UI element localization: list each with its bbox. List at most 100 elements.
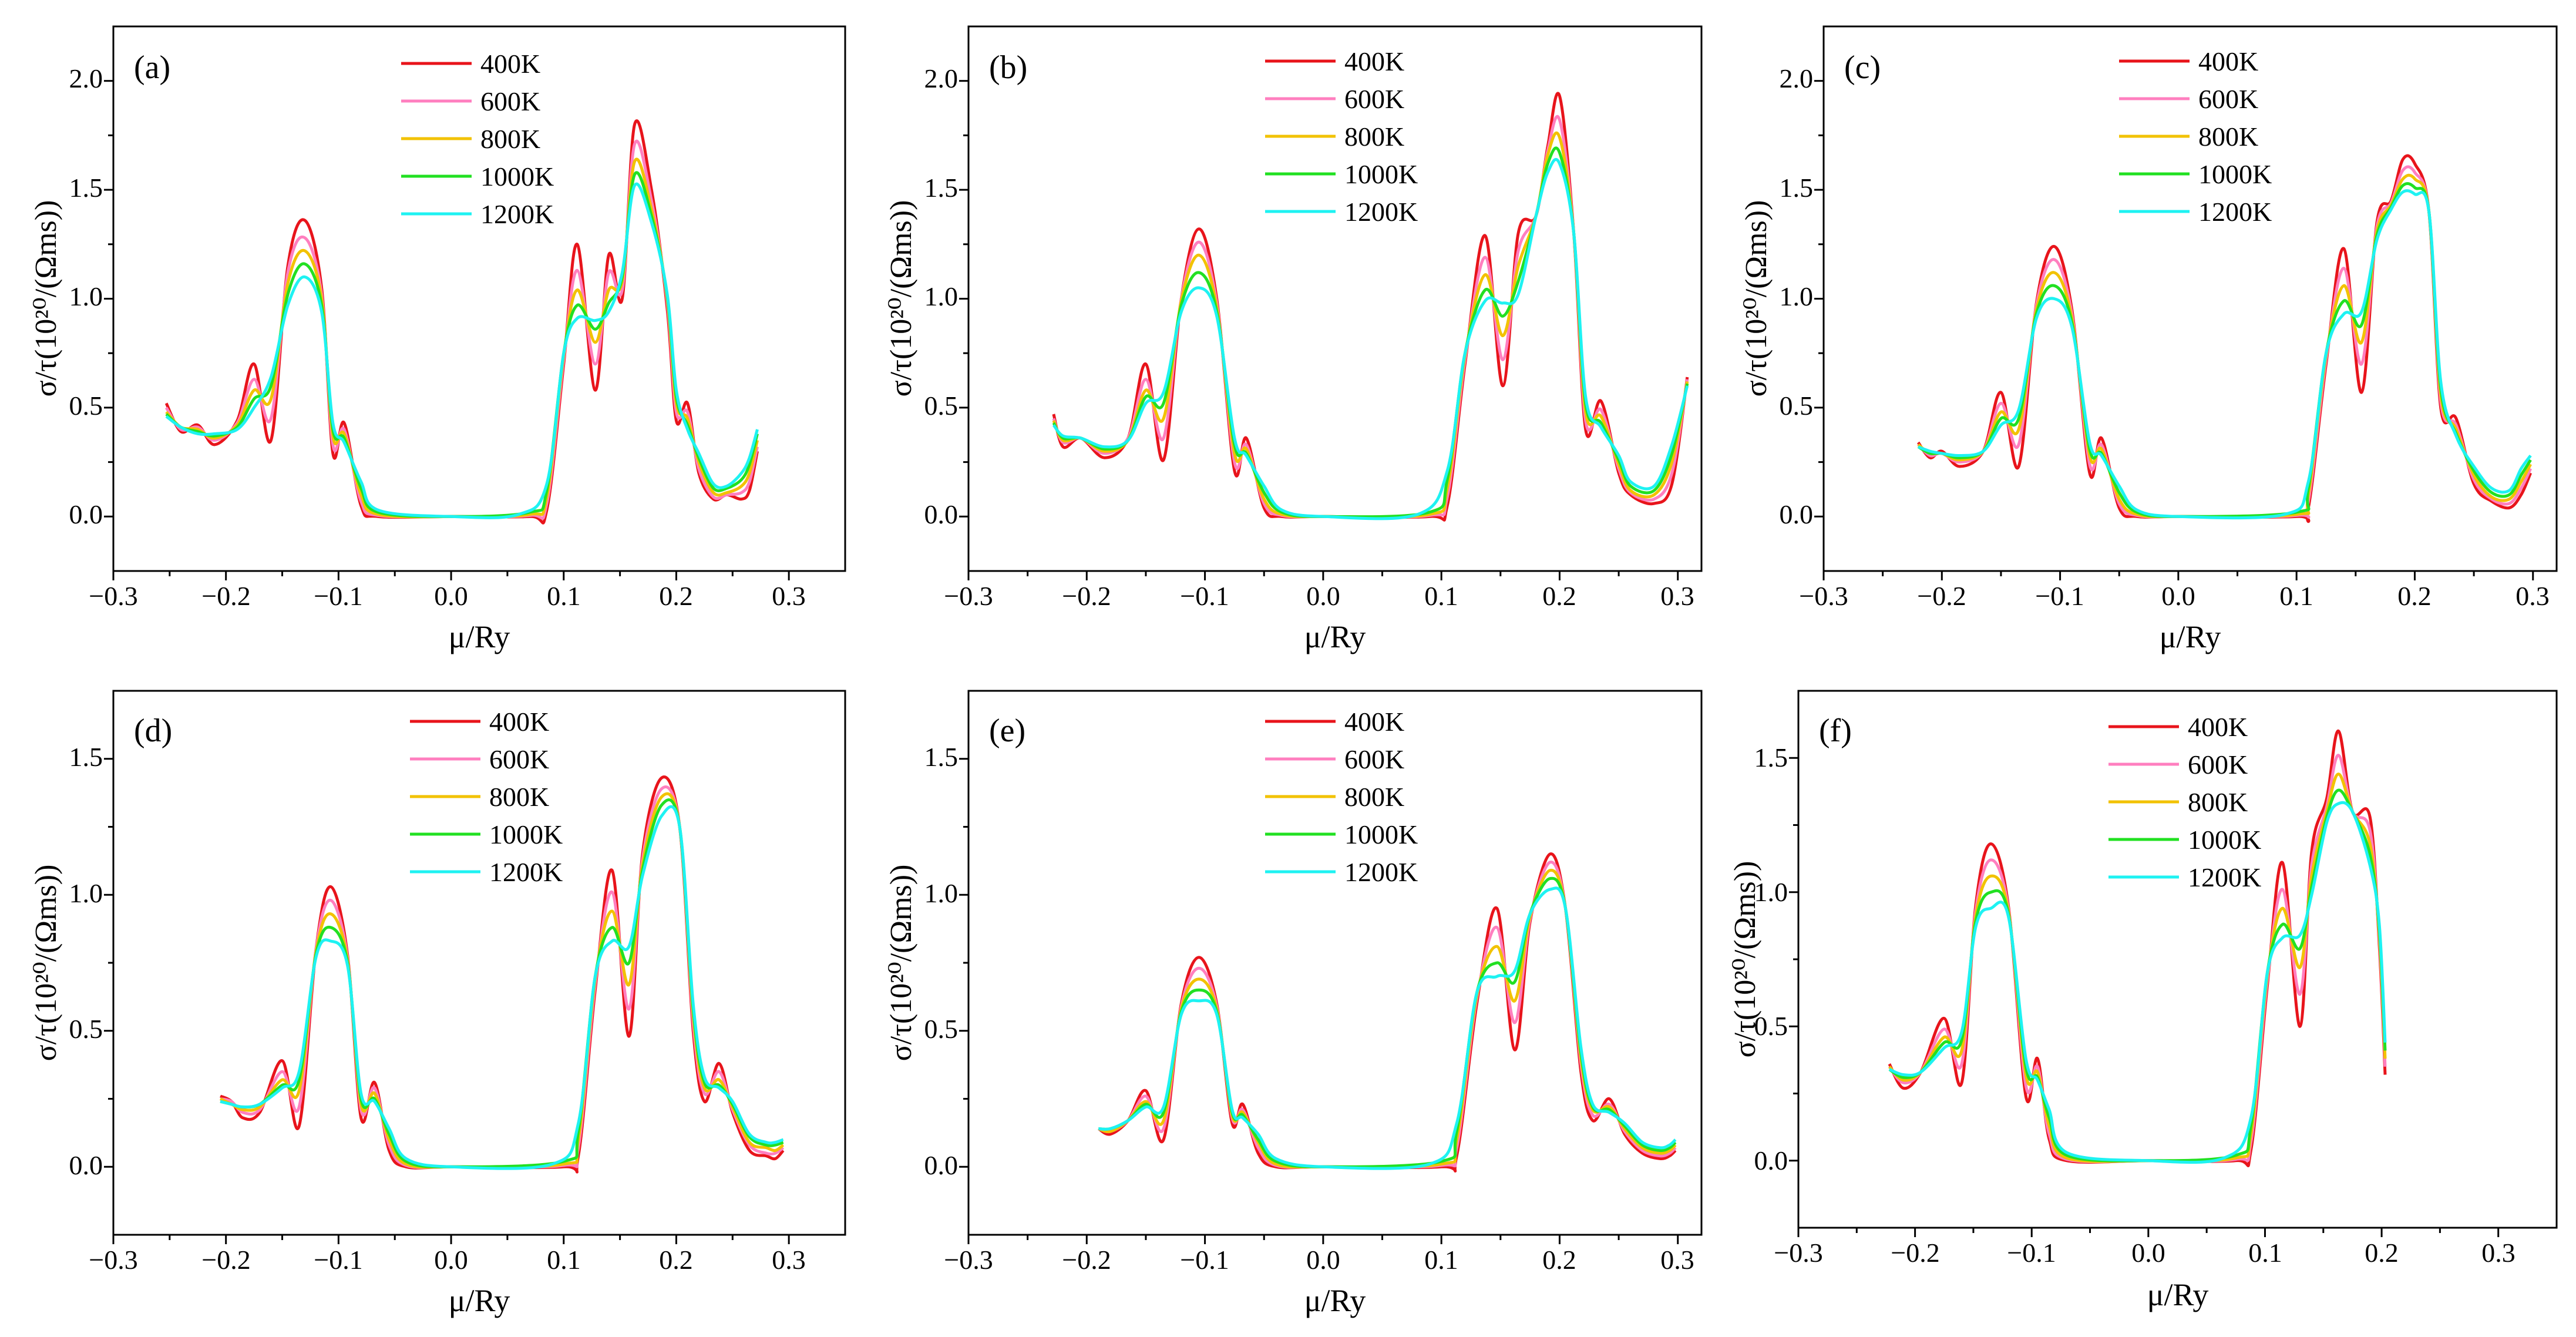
- legend-label: 600K: [1344, 84, 1404, 114]
- y-tick-label: 2.0: [924, 63, 959, 93]
- legend-label: 400K: [1344, 46, 1404, 76]
- y-tick-label: 0.0: [69, 499, 103, 529]
- curves: [1098, 852, 1677, 1173]
- panel-label: (d): [134, 713, 172, 749]
- legend-label: 1200K: [2198, 197, 2272, 227]
- curves: [220, 775, 785, 1174]
- y-tick-labels: 0.0 0.5 1.0 1.5: [924, 742, 959, 1180]
- x-tick-label: −0.3: [1799, 581, 1848, 611]
- x-tick-label: −0.2: [1917, 581, 1966, 611]
- y-tick-label: 0.5: [924, 1014, 959, 1044]
- y-axis-label: σ/τ(10²⁰/(Ωms)): [29, 865, 63, 1061]
- x-tick-label: 0.1: [1424, 581, 1458, 611]
- y-tick-label: 2.0: [1780, 63, 1814, 93]
- y-tick-labels: 0.0 0.5 1.0 1.5 2.0: [1780, 63, 1814, 529]
- x-tick-label: −0.3: [1774, 1238, 1822, 1268]
- panel-c: −0.3 −0.2 −0.1 0.0 0.1 0.2 0.3 0.0 0.5 1…: [1740, 25, 2558, 654]
- legend-label: 400K: [2188, 712, 2248, 742]
- y-tick-label: 1.5: [1780, 173, 1814, 203]
- y-tick-label: 0.5: [1780, 391, 1814, 421]
- y-tick-label: 0.0: [1780, 499, 1814, 529]
- y-tick-label: 0.0: [924, 1150, 959, 1180]
- legend: 400K 600K 800K 1000K 1200K: [1265, 707, 1418, 887]
- legend-label: 1200K: [1344, 197, 1418, 227]
- x-tick-label: 0.3: [772, 581, 806, 611]
- x-tick-label: 0.3: [1660, 1245, 1694, 1275]
- panel-label: (e): [989, 713, 1025, 749]
- x-tick-label: 0.1: [1424, 1245, 1458, 1275]
- legend-label: 1000K: [489, 819, 563, 849]
- series-line-600k: [1052, 115, 1689, 519]
- series-line-1200k: [220, 805, 784, 1170]
- ticks: [1789, 757, 2500, 1237]
- y-tick-label: 0.0: [924, 499, 959, 529]
- x-tick-label: 0.0: [434, 581, 468, 611]
- y-tick-label: 1.0: [69, 281, 103, 311]
- ticks: [959, 758, 1679, 1244]
- series-line-1200k: [1888, 801, 2387, 1164]
- ticks: [104, 758, 790, 1244]
- y-tick-label: 2.0: [69, 63, 103, 93]
- x-tick-label: 0.2: [1542, 581, 1576, 611]
- panel-label: (a): [134, 49, 170, 86]
- x-tick-label: 0.1: [2279, 581, 2313, 611]
- x-tick-label: 0.0: [434, 1245, 468, 1275]
- y-axis-label: σ/τ(10²⁰/(Ωms)): [1740, 200, 1773, 397]
- ticks: [104, 80, 790, 580]
- y-tick-labels: 0.0 0.5 1.0 1.5 2.0: [69, 63, 103, 529]
- x-tick-label: 0.1: [547, 581, 581, 611]
- legend-label: 1200K: [1344, 857, 1418, 887]
- x-tick-labels: −0.3 −0.2 −0.1 0.0 0.1 0.2 0.3: [1774, 1238, 2515, 1268]
- x-axis-label: μ/Ry: [449, 619, 510, 654]
- legend-label: 800K: [2188, 787, 2248, 817]
- x-tick-label: −0.2: [1891, 1238, 1939, 1268]
- panel-f: −0.3 −0.2 −0.1 0.0 0.1 0.2 0.3 0.0 0.5 1…: [1728, 690, 2558, 1312]
- x-tick-label: 0.0: [1306, 1245, 1340, 1275]
- panel-a: −0.3 −0.2 −0.1 0.0 0.1 0.2 0.3 0.0 0.5 1…: [29, 25, 846, 654]
- legend-label: 1200K: [489, 857, 563, 887]
- legend-label: 800K: [480, 124, 540, 154]
- legend-label: 400K: [1344, 707, 1404, 737]
- x-tick-label: −0.3: [944, 1245, 993, 1275]
- legend-label: 1000K: [1344, 159, 1418, 189]
- legend-label: 600K: [2198, 84, 2258, 114]
- x-tick-labels: −0.3 −0.2 −0.1 0.0 0.1 0.2 0.3: [944, 581, 1694, 611]
- x-tick-label: −0.1: [2007, 1238, 2056, 1268]
- ticks: [1814, 80, 2534, 580]
- x-tick-label: −0.2: [201, 581, 250, 611]
- x-tick-label: −0.1: [1180, 1245, 1229, 1275]
- legend-label: 400K: [480, 49, 540, 79]
- legend-label: 800K: [489, 782, 549, 812]
- y-tick-label: 1.0: [924, 281, 959, 311]
- y-tick-label: 1.0: [69, 878, 103, 908]
- x-tick-label: 0.3: [2516, 581, 2550, 611]
- y-tick-labels: 0.0 0.5 1.0 1.5 2.0: [924, 63, 959, 529]
- x-tick-label: 0.2: [659, 1245, 693, 1275]
- y-tick-label: 1.0: [924, 878, 959, 908]
- x-tick-label: 0.0: [2161, 581, 2195, 611]
- x-tick-label: 0.2: [2365, 1238, 2399, 1268]
- legend-label: 800K: [1344, 122, 1404, 152]
- y-axis-label: σ/τ(10²⁰/(Ωms)): [1728, 861, 1762, 1058]
- y-tick-label: 1.0: [1754, 877, 1788, 907]
- legend-label: 1000K: [1344, 819, 1418, 849]
- curves: [1052, 92, 1689, 522]
- legend-label: 600K: [489, 744, 549, 774]
- x-tick-label: −0.2: [201, 1245, 250, 1275]
- y-tick-label: 0.5: [924, 391, 959, 421]
- legend-label: 400K: [489, 707, 549, 737]
- y-axis-label: σ/τ(10²⁰/(Ωms)): [29, 200, 63, 397]
- y-tick-label: 1.5: [1754, 743, 1788, 772]
- legend-label: 1200K: [480, 199, 554, 229]
- y-tick-label: 0.5: [69, 1014, 103, 1044]
- x-tick-label: −0.2: [1062, 1245, 1111, 1275]
- x-axis-label: μ/Ry: [2160, 619, 2221, 654]
- legend-label: 600K: [480, 86, 540, 116]
- legend-label: 1200K: [2188, 862, 2261, 892]
- legend-label: 600K: [1344, 744, 1404, 774]
- x-axis-label: μ/Ry: [2147, 1277, 2209, 1312]
- x-tick-label: 0.3: [2481, 1238, 2516, 1268]
- legend-label: 800K: [1344, 782, 1404, 812]
- x-tick-label: −0.1: [314, 1245, 362, 1275]
